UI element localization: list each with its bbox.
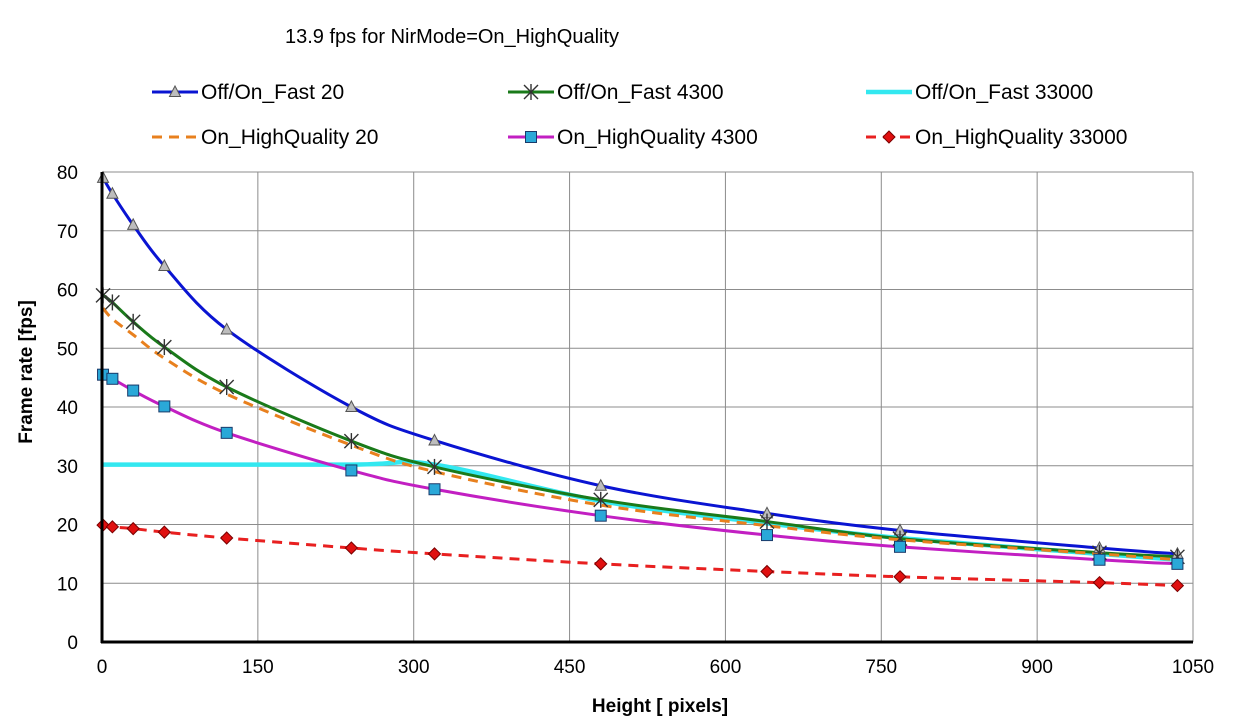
x-tick-label: 600 [710, 657, 742, 678]
legend-label: On_HighQuality 33000 [915, 126, 1127, 149]
series-line [102, 294, 1178, 559]
data-point [1171, 557, 1184, 570]
legend-entry: On_HighQuality 33000 [866, 126, 1127, 149]
data-point [893, 570, 907, 584]
data-point [220, 426, 233, 439]
series-markers [95, 170, 1185, 593]
data-point [525, 131, 537, 143]
legend-entry: On_HighQuality 20 [152, 126, 378, 149]
series-line [101, 307, 1178, 562]
legend-entry: Off/On_Fast 4300 [508, 81, 724, 104]
legend-entry: Off/On_Fast 33000 [866, 81, 1093, 104]
x-tick-label: 450 [554, 657, 586, 678]
x-tick-label: 150 [242, 657, 274, 678]
series-line [102, 373, 1178, 566]
data-point [105, 520, 120, 534]
data-point [427, 458, 442, 475]
data-point [158, 258, 171, 271]
data-point [893, 540, 906, 553]
axes [100, 172, 1193, 644]
data-point [158, 400, 171, 413]
legend-label: Off/On_Fast 20 [201, 81, 344, 104]
data-point [1170, 578, 1185, 593]
data-point [157, 525, 172, 539]
data-point [345, 399, 358, 412]
data-point [345, 464, 358, 477]
x-tick-label: 900 [1021, 657, 1053, 678]
legend-entry: On_HighQuality 4300 [508, 126, 758, 149]
x-tick-label: 1050 [1172, 657, 1214, 678]
data-point [594, 478, 608, 491]
data-point [106, 186, 119, 199]
legend-entry: Off/On_Fast 20 [152, 81, 344, 104]
y-tick-label: 40 [57, 398, 78, 419]
data-point [428, 483, 441, 496]
y-tick-label: 0 [67, 633, 78, 654]
data-point [126, 521, 140, 536]
x-axis-label: Height [ pixels] [592, 696, 728, 717]
data-point [1093, 553, 1106, 566]
data-point [427, 547, 442, 561]
legend: Off/On_Fast 20 Off/On_Fast 4300 Off/On_Fas… [152, 81, 1127, 149]
data-point [156, 339, 172, 356]
data-point [126, 217, 140, 230]
data-point [759, 513, 775, 530]
data-point [219, 379, 235, 396]
y-tick-label: 20 [57, 516, 78, 537]
data-point [593, 491, 609, 508]
y-tick-label: 60 [57, 281, 78, 302]
data-point [594, 509, 607, 522]
series-line [101, 177, 1178, 556]
data-point [343, 433, 359, 450]
grid [102, 171, 1194, 642]
tick-labels: 0 150 300 450 600 750 900 1050 0 10 20 30 40 50 60 70 80 [57, 163, 1214, 678]
data-point [168, 84, 182, 97]
y-tick-label: 30 [57, 457, 78, 478]
data-point [1092, 575, 1107, 590]
legend-label: On_HighQuality 4300 [557, 126, 758, 149]
legend-label: On_HighQuality 20 [201, 126, 378, 149]
y-tick-label: 70 [57, 222, 78, 243]
x-tick-label: 0 [97, 657, 108, 678]
y-tick-label: 50 [57, 339, 78, 360]
data-point [344, 541, 359, 555]
x-tick-label: 300 [398, 657, 430, 678]
data-point [220, 322, 234, 335]
data-point [882, 130, 896, 144]
y-tick-label: 10 [57, 574, 78, 595]
data-point [106, 372, 119, 385]
x-tick-label: 750 [865, 657, 897, 678]
data-point [219, 531, 234, 545]
data-point [760, 564, 774, 579]
data-point [127, 384, 140, 397]
legend-label: Off/On_Fast 4300 [557, 81, 724, 104]
y-axis-label: Frame rate [fps] [16, 300, 37, 444]
series-line [102, 523, 1178, 588]
y-tick-label: 80 [57, 163, 78, 184]
data-point [760, 529, 773, 542]
data-point [125, 313, 141, 330]
data-point [594, 557, 608, 571]
legend-label: Off/On_Fast 33000 [915, 81, 1093, 104]
data-point [523, 84, 539, 100]
chart-title: 13.9 fps for NirMode=On_HighQuality [285, 26, 619, 48]
data-point [104, 294, 120, 311]
data-point [428, 433, 441, 446]
